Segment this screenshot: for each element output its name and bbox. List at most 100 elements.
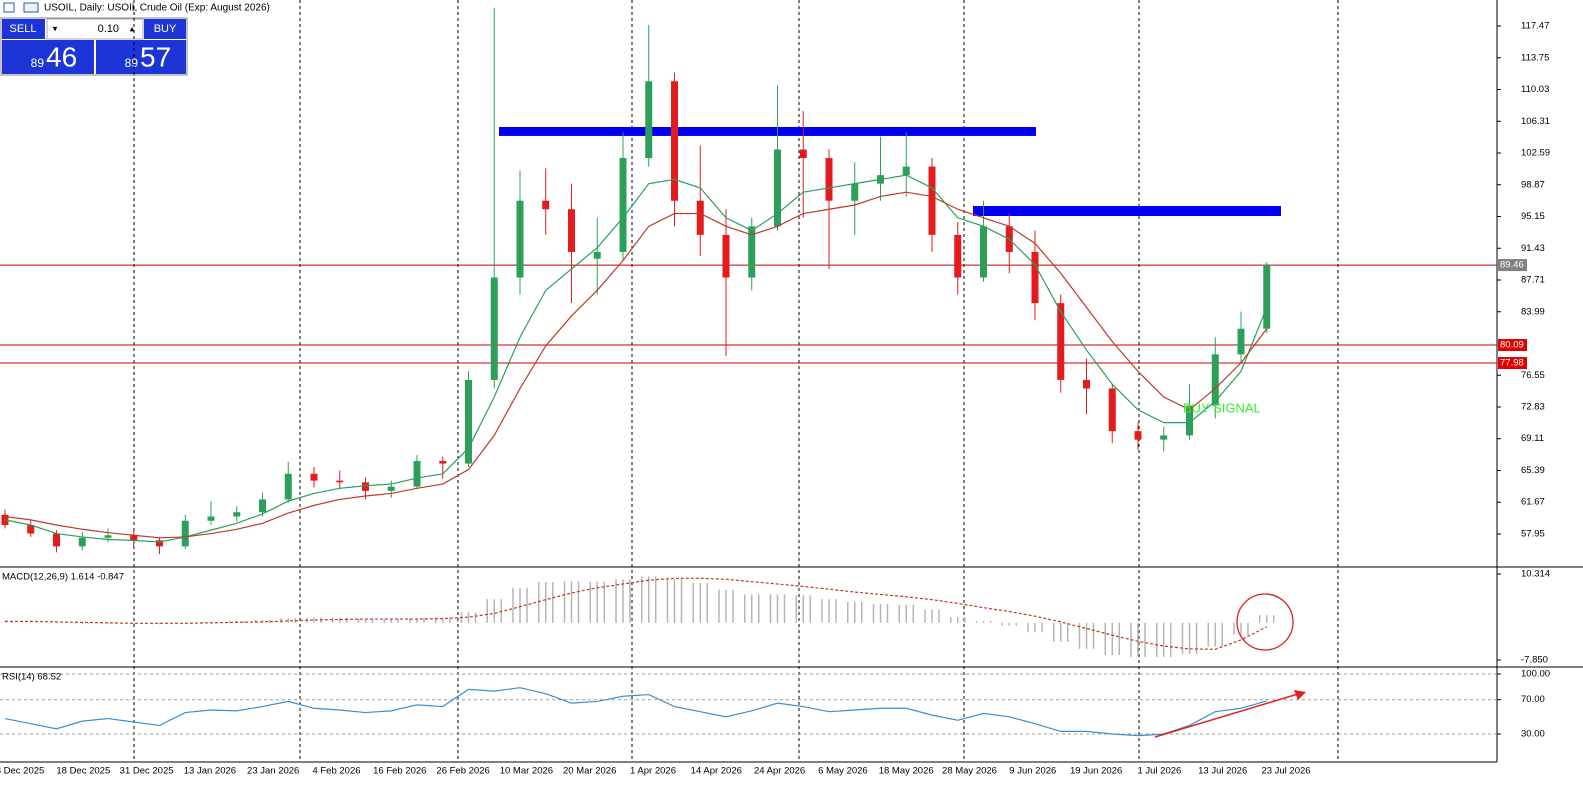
candle-body <box>696 200 704 235</box>
candle-body <box>980 226 987 278</box>
menu-icon[interactable] <box>3 2 15 13</box>
moving-average <box>4 174 1268 543</box>
sell-price-big: 46 <box>46 41 77 72</box>
trend-arrow <box>1154 693 1299 738</box>
x-tick-label: 13 Jan 2026 <box>184 766 236 777</box>
candle-body <box>181 520 189 547</box>
x-tick-label: 23 Jul 2026 <box>1261 766 1310 777</box>
candle-body <box>1134 431 1142 440</box>
price-label-box <box>1498 259 1527 272</box>
chart-title: USOIL, Daily: USOIL Crude Oil (Exp: Augu… <box>44 3 270 14</box>
y-tick-label: 117.47 <box>1521 21 1549 32</box>
candle-body <box>387 486 395 491</box>
candle-body <box>490 277 498 380</box>
chart-icon[interactable] <box>23 2 39 13</box>
y-tick-label: 10.314 <box>1521 569 1550 580</box>
lot-down[interactable]: ▾ <box>53 23 58 33</box>
y-tick-label: 113.75 <box>1521 52 1549 63</box>
candle-body <box>1263 265 1271 329</box>
x-tick-label: 18 May 2026 <box>879 766 934 777</box>
buy-price-big: 57 <box>140 41 171 72</box>
y-tick-label: 95.15 <box>1521 211 1545 222</box>
candle-body <box>799 149 807 159</box>
sell-price-small: 89 <box>31 56 45 70</box>
candle-body <box>284 473 292 500</box>
candle-body <box>1031 251 1039 304</box>
x-tick-label: 31 Dec 2025 <box>120 766 174 777</box>
x-tick-label: 14 Apr 2026 <box>691 766 742 777</box>
candle-body <box>748 226 756 278</box>
moving-average <box>4 191 1268 539</box>
buy-price-small: 89 <box>125 56 139 70</box>
sell-button[interactable] <box>2 19 45 39</box>
y-tick-label: 83.99 <box>1521 306 1545 317</box>
y-tick-label: -7.850 <box>1521 655 1548 666</box>
y-tick-label: 65.39 <box>1521 465 1545 476</box>
candle-body <box>439 461 447 464</box>
price-label-box <box>1498 339 1527 352</box>
candle-body <box>902 166 910 176</box>
y-tick-label: 102.59 <box>1521 148 1550 159</box>
candle-body <box>310 473 318 481</box>
trend-arrow-head <box>1294 690 1306 700</box>
y-tick-label: 72.83 <box>1521 402 1545 413</box>
candle-body <box>1237 328 1245 355</box>
candle-body <box>825 158 833 201</box>
x-tick-label: 13 Jul 2026 <box>1198 766 1247 777</box>
x-tick-label: 6 May 2026 <box>818 766 868 777</box>
y-tick-label: 87.71 <box>1521 275 1545 286</box>
x-tick-label: 18 Dec 2025 <box>56 766 110 777</box>
candle-body <box>568 209 575 252</box>
lot-up[interactable]: ▴ <box>130 23 135 33</box>
candle-body <box>1160 435 1168 440</box>
resistance-zone <box>973 206 1281 216</box>
sell-price-box[interactable] <box>2 40 94 74</box>
candle-body <box>336 480 344 483</box>
y-tick-label: 100.00 <box>1521 669 1550 680</box>
candle-body <box>1057 303 1065 380</box>
candle-body <box>593 251 601 259</box>
candle-body <box>156 540 163 547</box>
x-tick-label: 23 Jan 2026 <box>247 766 299 777</box>
x-tick-label: 20 Mar 2026 <box>563 766 616 777</box>
candle-body <box>104 535 112 538</box>
x-tick-label: 19 Jun 2026 <box>1070 766 1122 777</box>
candle-body <box>27 525 35 534</box>
candle-body <box>542 200 550 210</box>
y-tick-label: 98.87 <box>1521 179 1545 190</box>
x-tick-label: 26 Feb 2026 <box>436 766 489 777</box>
candle-body <box>53 533 60 547</box>
indicator-title: MACD(12,26,9) 1.614 -0.847 <box>2 572 124 583</box>
y-tick-label: 61.67 <box>1521 497 1545 508</box>
price-label: 89.46 <box>1500 260 1524 271</box>
candle-body <box>362 482 369 491</box>
rsi-line <box>4 687 1267 737</box>
lot-input[interactable] <box>46 18 144 40</box>
candle-body <box>233 512 241 517</box>
y-tick-label: 106.31 <box>1521 116 1550 127</box>
candle-body <box>722 234 730 278</box>
macd-signal <box>5 577 1268 650</box>
buy-label[interactable]: BUY <box>154 23 177 35</box>
y-tick-label: 57.95 <box>1521 528 1545 539</box>
y-tick-label: 110.03 <box>1521 84 1549 95</box>
indicator-title: RSI(14) 68.52 <box>2 672 61 683</box>
candle-body <box>645 81 653 159</box>
sell-label[interactable]: SELL <box>10 23 37 35</box>
candle-body <box>130 535 138 541</box>
candle-body <box>1108 388 1116 432</box>
candle-body <box>413 461 421 487</box>
lot-value[interactable]: 0.10 <box>98 23 119 35</box>
candle-body <box>78 537 86 547</box>
x-tick-label: 24 Apr 2026 <box>754 766 805 777</box>
y-tick-label: 69.11 <box>1521 433 1544 444</box>
x-tick-label: 1 Apr 2026 <box>630 766 676 777</box>
candle-body <box>619 158 627 252</box>
buy-price-box[interactable] <box>96 40 186 74</box>
x-tick-label: 8 Dec 2025 <box>0 766 44 777</box>
price-label: 77.98 <box>1500 358 1524 369</box>
highlight-circle <box>1236 593 1294 651</box>
buy-button[interactable] <box>144 19 186 39</box>
